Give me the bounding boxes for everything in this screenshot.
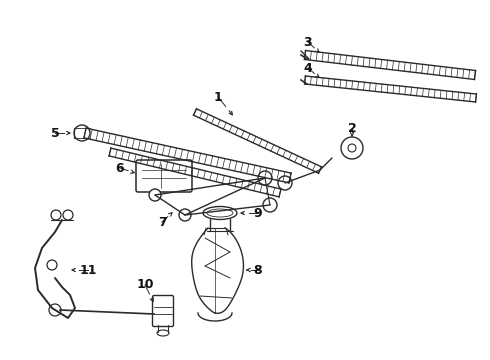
Circle shape	[49, 304, 61, 316]
Circle shape	[258, 171, 272, 185]
Circle shape	[51, 210, 61, 220]
Text: 7: 7	[158, 216, 167, 229]
Circle shape	[149, 189, 161, 201]
Text: 5: 5	[50, 126, 59, 140]
Circle shape	[63, 210, 73, 220]
Text: 11: 11	[79, 264, 97, 276]
Text: 8: 8	[254, 264, 262, 276]
Text: 9: 9	[254, 207, 262, 220]
Text: 10: 10	[136, 279, 154, 292]
Ellipse shape	[203, 207, 237, 220]
Text: 3: 3	[304, 36, 312, 49]
Ellipse shape	[157, 330, 169, 336]
Text: 4: 4	[304, 62, 313, 75]
FancyBboxPatch shape	[136, 160, 192, 192]
Circle shape	[74, 125, 90, 141]
Circle shape	[179, 209, 191, 221]
FancyBboxPatch shape	[152, 296, 173, 327]
Text: 1: 1	[214, 90, 222, 104]
Circle shape	[263, 198, 277, 212]
Text: 2: 2	[347, 122, 356, 135]
Text: 6: 6	[116, 162, 124, 175]
Circle shape	[278, 176, 292, 190]
Circle shape	[47, 260, 57, 270]
